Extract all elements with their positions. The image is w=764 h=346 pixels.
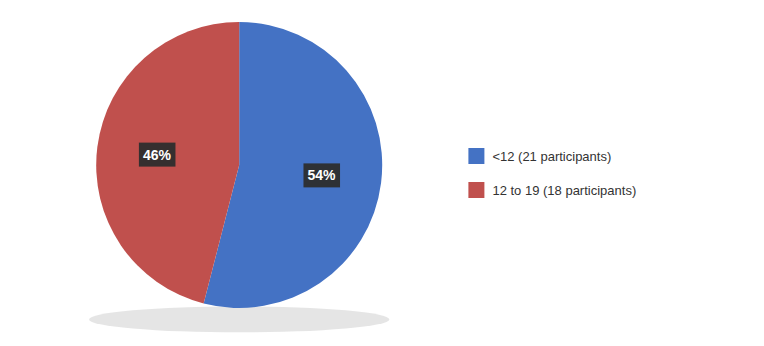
legend: <12 (21 participants) 12 to 19 (18 partic… xyxy=(468,148,636,198)
chart: 54% 46% <12 (21 participants) 12 to 19 (18 … xyxy=(0,0,764,346)
data-label-group: 54% xyxy=(303,163,340,187)
legend-label: <12 (21 participants) xyxy=(492,149,611,164)
pie-slice xyxy=(96,22,239,304)
legend-label: 12 to 19 (18 participants) xyxy=(492,183,636,198)
legend-swatch xyxy=(468,148,484,164)
legend-swatch xyxy=(468,182,484,198)
data-label: 54% xyxy=(307,167,336,183)
data-label-box xyxy=(303,163,340,187)
data-label-box xyxy=(139,143,176,167)
data-label: 46% xyxy=(143,147,172,163)
pie-shadow xyxy=(89,307,389,333)
pie: 54% 46% xyxy=(89,22,389,332)
legend-item: <12 (21 participants) xyxy=(468,148,611,164)
legend-item: 12 to 19 (18 participants) xyxy=(468,182,636,198)
data-label-group: 46% xyxy=(139,143,176,167)
